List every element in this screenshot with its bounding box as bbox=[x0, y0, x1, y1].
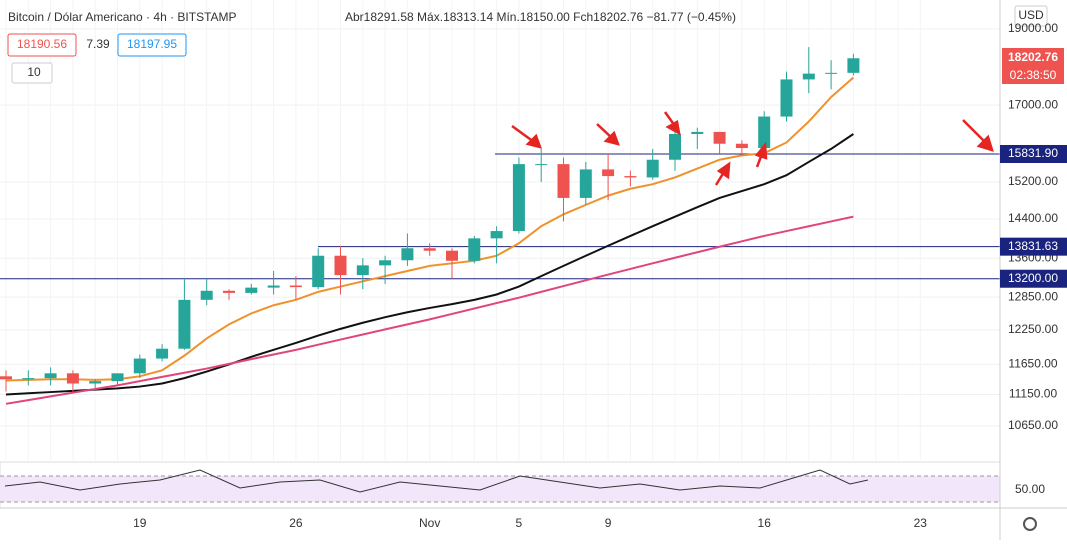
y-tick-label: 10650.00 bbox=[1008, 418, 1058, 432]
level-label: 13200.00 bbox=[1008, 271, 1058, 285]
candle-body bbox=[200, 290, 213, 300]
y-tick-label: 12850.00 bbox=[1008, 289, 1058, 303]
ohlc: Abr18291.58 Máx.18313.14 Mín.18150.00 Fc… bbox=[345, 10, 736, 24]
candle-body bbox=[557, 164, 570, 198]
candle-body bbox=[691, 131, 704, 135]
moving-average bbox=[5, 76, 855, 382]
level-label: 13831.63 bbox=[1008, 239, 1058, 253]
candle-body bbox=[0, 376, 12, 380]
symbol: Bitcoin / Dólar Americano · 4h · BITSTAM… bbox=[8, 10, 237, 24]
candle-body bbox=[267, 285, 280, 288]
candle-body bbox=[401, 248, 414, 261]
x-tick-label: 5 bbox=[516, 516, 523, 530]
last-price: 18202.76 bbox=[1008, 50, 1058, 64]
countdown: 02:38:50 bbox=[1010, 68, 1057, 82]
rsi-tick: 50.00 bbox=[1015, 482, 1045, 496]
buy-button[interactable] bbox=[117, 33, 187, 57]
currency-button[interactable] bbox=[1014, 5, 1048, 27]
x-tick-label: 23 bbox=[914, 516, 928, 530]
spread: 7.39 bbox=[86, 37, 110, 51]
candle-body bbox=[66, 373, 79, 384]
candle-body bbox=[713, 131, 726, 144]
rsi-band bbox=[0, 476, 1000, 502]
candle-body bbox=[825, 72, 838, 74]
candle-body bbox=[602, 169, 615, 177]
y-tick-label: 12250.00 bbox=[1008, 322, 1058, 336]
candle-body bbox=[44, 373, 57, 379]
y-tick-label: 15200.00 bbox=[1008, 174, 1058, 188]
candle-body bbox=[735, 143, 748, 149]
buy-price[interactable]: 18197.95 bbox=[127, 37, 177, 51]
y-tick-label: 14400.00 bbox=[1008, 211, 1058, 225]
candle-body bbox=[579, 169, 592, 198]
candle-body bbox=[624, 176, 637, 178]
candle-body bbox=[669, 134, 681, 160]
level-label: 15831.90 bbox=[1008, 146, 1058, 160]
x-tick-label: 16 bbox=[758, 516, 772, 530]
currency[interactable]: USD bbox=[1018, 8, 1044, 22]
candle-body bbox=[156, 348, 169, 359]
candle-body bbox=[468, 238, 481, 261]
candle-body bbox=[423, 248, 436, 251]
rsi-line bbox=[4, 469, 869, 493]
y-tick-label: 11650.00 bbox=[1008, 357, 1057, 371]
x-tick-label: Nov bbox=[419, 516, 440, 530]
x-tick-label: 9 bbox=[605, 516, 612, 530]
candle-body bbox=[223, 290, 235, 293]
candle-body bbox=[847, 58, 860, 73]
candle-body bbox=[334, 255, 347, 276]
level-label-box bbox=[1000, 237, 1067, 256]
candle-body bbox=[289, 285, 302, 288]
candle-body bbox=[379, 260, 392, 266]
candle-body bbox=[312, 255, 325, 288]
y-tick-label: 19000.00 bbox=[1008, 21, 1058, 35]
x-tick-label: 19 bbox=[133, 516, 147, 530]
candle-body bbox=[802, 73, 815, 80]
candle-body bbox=[178, 299, 191, 349]
indicator-count[interactable]: 10 bbox=[27, 65, 41, 79]
candle-body bbox=[133, 358, 146, 374]
candle-body bbox=[512, 164, 525, 232]
candle-body bbox=[490, 231, 503, 239]
level-label-box bbox=[1000, 269, 1067, 288]
candle-body bbox=[780, 79, 793, 117]
candle-body bbox=[446, 250, 458, 261]
level-label-box bbox=[1000, 144, 1067, 163]
candle-body bbox=[356, 265, 369, 276]
moving-average bbox=[5, 133, 854, 396]
candle-body bbox=[22, 378, 35, 380]
settings-icon[interactable] bbox=[1023, 517, 1037, 531]
y-tick-label: 17000.00 bbox=[1008, 97, 1058, 111]
indicators-toggle[interactable] bbox=[11, 62, 53, 84]
candle-body bbox=[89, 381, 102, 384]
x-tick-label: 26 bbox=[289, 516, 303, 530]
candle-body bbox=[646, 159, 659, 178]
annotation-arrows bbox=[511, 111, 994, 186]
candle-body bbox=[758, 116, 771, 149]
sell-button[interactable] bbox=[7, 33, 77, 57]
candle-body bbox=[535, 164, 548, 166]
candle-body bbox=[111, 373, 124, 382]
candle-body bbox=[245, 287, 258, 293]
last-price-box bbox=[1002, 48, 1064, 84]
sell-price[interactable]: 18190.56 bbox=[17, 37, 67, 51]
y-tick-label: 11150.00 bbox=[1009, 387, 1058, 401]
moving-average bbox=[5, 215, 854, 405]
